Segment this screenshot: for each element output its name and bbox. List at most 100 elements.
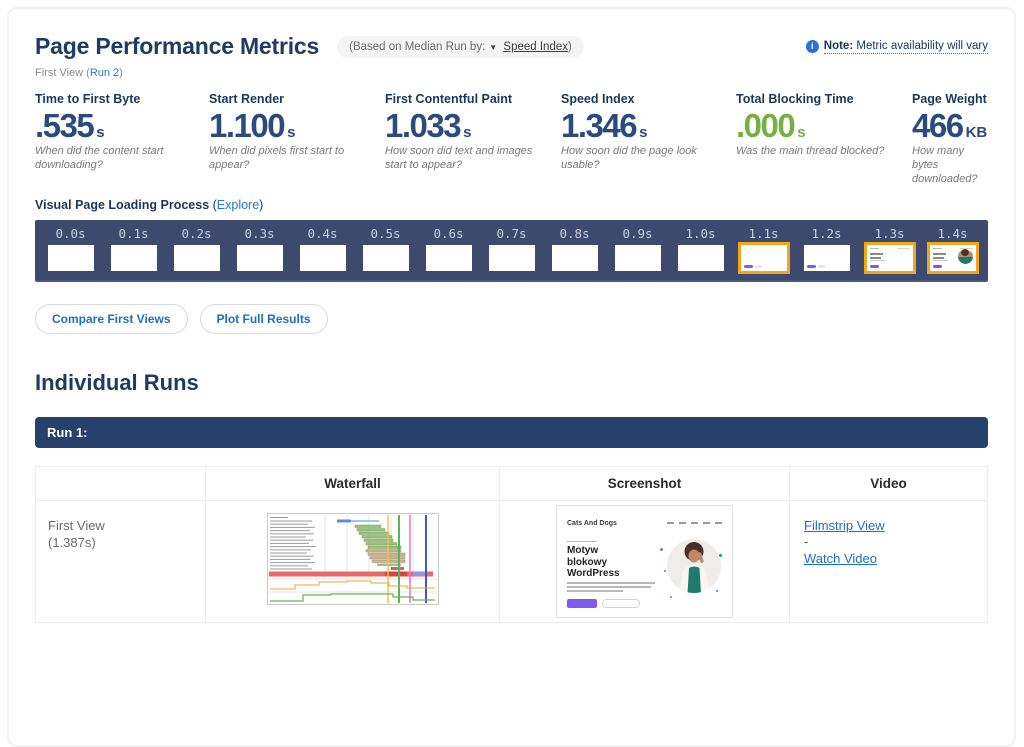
metrics-row: Time to First Byte .535 s When did the cont… bbox=[35, 92, 988, 186]
filmstrip-thumbnail[interactable] bbox=[425, 245, 472, 272]
metric-value: 1.346 s bbox=[561, 107, 648, 144]
filmstrip-thumbnail[interactable] bbox=[926, 242, 979, 275]
metric-description: How soon did text and images start to ap… bbox=[385, 145, 533, 171]
filmstrip-frame-0-1s[interactable]: 0.1s bbox=[102, 226, 165, 272]
thumb-cta-pill bbox=[743, 265, 753, 269]
watch-video-link[interactable]: Watch Video bbox=[804, 550, 877, 566]
metric-speed-index: Speed Index 1.346 s How soon did the page l… bbox=[561, 92, 736, 186]
filmstrip-thumbnail[interactable] bbox=[299, 245, 346, 272]
filmstrip-thumbnail[interactable] bbox=[362, 245, 409, 272]
visual-loading-line: Visual Page Loading Process (Explore) bbox=[35, 198, 988, 212]
thumb-nav-menu bbox=[662, 514, 722, 532]
first-view-line: First View (Run 2) bbox=[35, 67, 988, 79]
first-view-time: (1.387s) bbox=[48, 534, 96, 550]
video-cell: Filmstrip View - Watch Video bbox=[789, 500, 988, 624]
video-links-separator: - bbox=[804, 534, 809, 550]
filmstrip-thumbnail[interactable] bbox=[173, 245, 220, 272]
metric-description: Was the main thread blocked? bbox=[736, 145, 885, 157]
metric-value: 1.100 s bbox=[209, 107, 296, 144]
screenshot-cell: Cats And Dogs Motyw blokowy WordPress bbox=[499, 500, 790, 624]
filmstrip-frame-1-3s[interactable]: 1.3s bbox=[858, 226, 921, 275]
thumb-cta-pill-2 bbox=[817, 265, 825, 269]
note-label: Note: bbox=[823, 39, 854, 52]
metric-label: Page Weight bbox=[912, 92, 987, 106]
median-run-selector[interactable]: (Based on Median Run by: ▼ Speed Index) bbox=[337, 35, 584, 58]
run-1-table: Waterfall Screenshot Video First View (1… bbox=[35, 466, 988, 624]
view-line-prefix: First View ( bbox=[35, 67, 90, 79]
filmstrip[interactable]: 0.0s 0.1s 0.2s 0.3s 0.4s 0.5s 0.6s 0.7s 0.8s 0.9s… bbox=[35, 220, 988, 283]
metric-time-to-first-byte: Time to First Byte .535 s When did the cont… bbox=[35, 92, 209, 186]
filmstrip-frame-0-6s[interactable]: 0.6s bbox=[417, 226, 480, 272]
filmstrip-thumbnail[interactable] bbox=[614, 245, 661, 272]
metric-description: How many bytes downloaded? bbox=[912, 145, 978, 185]
metric-description: When did the content start downloading? bbox=[35, 145, 164, 171]
dropdown-caret-icon[interactable]: ▼ bbox=[489, 42, 498, 52]
filmstrip-thumbnail[interactable] bbox=[551, 245, 598, 272]
filmstrip-frame-0-5s[interactable]: 0.5s bbox=[354, 226, 417, 272]
thumb-hero-photo bbox=[659, 538, 722, 599]
filmstrip-frame-0-9s[interactable]: 0.9s bbox=[606, 226, 669, 272]
info-icon: i bbox=[805, 40, 819, 53]
metric-label: First Contentful Paint bbox=[385, 92, 513, 106]
filmstrip-frame-1-4s[interactable]: 1.4s bbox=[921, 226, 984, 275]
filmstrip-thumbnail[interactable] bbox=[737, 242, 790, 275]
filmstrip-frame-1-1s[interactable]: 1.1s bbox=[732, 226, 795, 275]
metric-value: 1.033 s bbox=[385, 107, 472, 144]
screenshot-thumbnail[interactable]: Cats And Dogs Motyw blokowy WordPress bbox=[556, 505, 733, 619]
filmstrip-frame-0-8s[interactable]: 0.8s bbox=[543, 226, 606, 272]
compare-first-views-button[interactable]: Compare First Views bbox=[35, 304, 188, 335]
filmstrip-time-label: 0.0s bbox=[55, 226, 86, 242]
filmstrip-thumbnail[interactable] bbox=[488, 245, 535, 272]
plot-full-results-button[interactable]: Plot Full Results bbox=[199, 304, 328, 335]
filmstrip-thumbnail[interactable] bbox=[236, 245, 283, 272]
col-header-empty bbox=[35, 466, 206, 502]
filmstrip-frame-0-0s[interactable]: 0.0s bbox=[39, 226, 102, 272]
thumb-photo-icon bbox=[957, 248, 973, 264]
metric-value: .535 s bbox=[35, 107, 105, 144]
note-text[interactable]: Metric availability will vary bbox=[856, 39, 988, 52]
filmstrip-frame-0-3s[interactable]: 0.3s bbox=[228, 226, 291, 272]
filmstrip-time-label: 0.1s bbox=[118, 226, 149, 242]
metric-first-contentful-paint: First Contentful Paint 1.033 s How soon did… bbox=[385, 92, 561, 186]
thumb-headline: Motyw blokowy WordPress bbox=[567, 545, 620, 580]
first-view-label: First View bbox=[48, 518, 105, 534]
filmstrip-time-label: 1.3s bbox=[874, 226, 905, 242]
filmstrip-time-label: 1.4s bbox=[937, 226, 968, 242]
filmstrip-thumbnail[interactable] bbox=[803, 245, 850, 272]
page-header: Page Performance Metrics (Based on Media… bbox=[35, 33, 988, 60]
filmstrip-thumbnail[interactable] bbox=[677, 245, 724, 272]
waterfall-cell bbox=[205, 500, 500, 624]
filmstrip-thumbnail[interactable] bbox=[47, 245, 94, 272]
filmstrip-frame-0-7s[interactable]: 0.7s bbox=[480, 226, 543, 272]
metric-label: Total Blocking Time bbox=[736, 92, 854, 106]
filmstrip-view-link[interactable]: Filmstrip View bbox=[804, 518, 885, 534]
metric-label: Time to First Byte bbox=[35, 92, 141, 106]
metric-description: How soon did the page look usable? bbox=[561, 145, 697, 171]
filmstrip-time-label: 1.2s bbox=[811, 226, 842, 242]
individual-runs-heading: Individual Runs bbox=[35, 370, 199, 396]
filmstrip-thumbnail[interactable] bbox=[110, 245, 157, 272]
filmstrip-frame-1-0s[interactable]: 1.0s bbox=[669, 226, 732, 272]
filmstrip-time-label: 0.4s bbox=[307, 226, 338, 242]
run-2-link[interactable]: Run 2 bbox=[89, 67, 120, 79]
metric-total-blocking-time: Total Blocking Time .000 s Was the main thr… bbox=[736, 92, 912, 186]
metric-value: .000 s bbox=[736, 107, 806, 144]
filmstrip-time-label: 0.5s bbox=[370, 226, 401, 242]
filmstrip-frame-1-2s[interactable]: 1.2s bbox=[795, 226, 858, 272]
table-row-first-view: First View (1.387s) bbox=[35, 500, 988, 624]
filmstrip-time-label: 1.1s bbox=[748, 226, 779, 242]
col-header-waterfall: Waterfall bbox=[205, 466, 500, 502]
filmstrip-heading: Visual Page Loading Process bbox=[35, 198, 210, 213]
explore-link[interactable]: Explore bbox=[216, 198, 260, 213]
filmstrip-thumbnail[interactable] bbox=[863, 242, 916, 275]
filmstrip-frame-0-2s[interactable]: 0.2s bbox=[165, 226, 228, 272]
filmstrip-frame-0-4s[interactable]: 0.4s bbox=[291, 226, 354, 272]
filmstrip-time-label: 0.3s bbox=[244, 226, 275, 242]
waterfall-thumbnail[interactable] bbox=[266, 513, 439, 606]
filmstrip-time-label: 0.7s bbox=[496, 226, 527, 242]
metric-value: 466 KB bbox=[912, 107, 988, 144]
run-1-header: Run 1: bbox=[35, 417, 988, 449]
median-metric-link[interactable]: Speed Index bbox=[503, 40, 568, 53]
filmstrip-time-label: 0.6s bbox=[433, 226, 464, 242]
thumb-cta-pill-2 bbox=[754, 265, 762, 269]
